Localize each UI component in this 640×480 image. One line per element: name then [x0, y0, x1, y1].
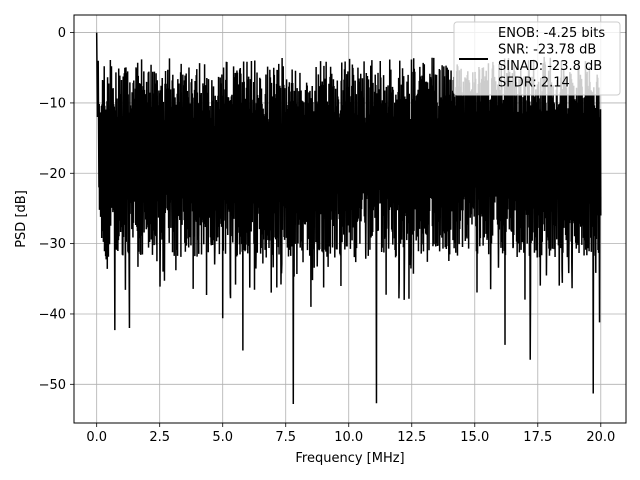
y-tick-label: 0	[58, 26, 66, 41]
x-tick-label: 0.0	[86, 430, 107, 445]
legend-enob: ENOB: -4.25 bits	[498, 26, 605, 41]
x-tick-label: 10.0	[334, 430, 363, 445]
x-tick-label: 15.0	[460, 430, 489, 445]
legend: ENOB: -4.25 bits SNR: -23.78 dB SINAD: -…	[453, 21, 621, 96]
y-tick-label: −20	[39, 167, 66, 182]
y-axis-label: PSD [dB]	[14, 190, 29, 248]
x-tick-label: 12.5	[397, 430, 426, 445]
x-tick-label: 20.0	[586, 430, 615, 445]
x-tick-label: 7.5	[275, 430, 296, 445]
y-tick-label: −10	[39, 96, 66, 111]
psd-line	[95, 32, 602, 405]
x-tick-label: 5.0	[212, 430, 233, 445]
x-tick-label: 17.5	[523, 430, 552, 445]
legend-snr: SNR: -23.78 dB	[498, 43, 596, 58]
x-axis-label: Frequency [MHz]	[295, 451, 404, 466]
y-tick-label: −40	[39, 307, 66, 322]
y-tick-label: −30	[39, 237, 66, 252]
y-tick-label: −50	[39, 378, 66, 393]
plot-area-frame	[73, 14, 627, 424]
legend-box	[453, 21, 621, 96]
legend-sfdr: SFDR: 2.14	[498, 76, 570, 91]
axis-ticks: 0.0 2.5 5.0 7.5 10.0 12.5 15.0 17.5 20.0 0 −10 −20 −…	[39, 26, 616, 445]
x-tick-label: 2.5	[149, 430, 170, 445]
psd-series	[95, 32, 602, 405]
legend-sinad: SINAD: -23.8 dB	[498, 59, 602, 74]
